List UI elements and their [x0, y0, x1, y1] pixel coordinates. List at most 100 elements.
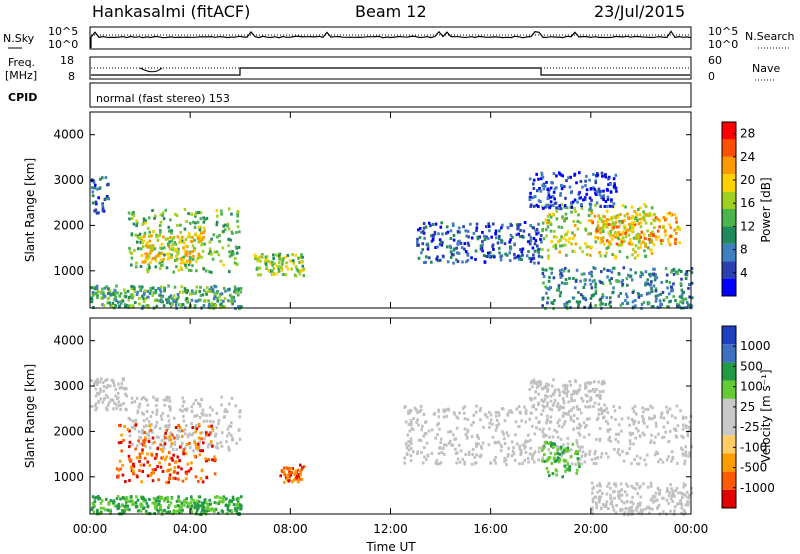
power-cell	[551, 195, 555, 198]
velocity-cell	[102, 397, 106, 401]
velocity-cell	[404, 442, 408, 446]
power-cell	[557, 171, 561, 175]
power-cell	[536, 244, 539, 248]
power-cell	[638, 213, 642, 216]
power-cell	[204, 299, 207, 302]
power-cell	[156, 253, 160, 257]
velocity-cell	[595, 503, 598, 507]
power-cell	[194, 221, 197, 225]
velocity-cell	[151, 436, 155, 440]
velocity-cell	[604, 503, 608, 507]
velocity-cell	[193, 501, 197, 505]
power-cell	[612, 286, 615, 290]
power-cell	[230, 300, 233, 304]
velocity-cell	[523, 405, 526, 409]
velocity-cell	[195, 446, 198, 450]
power-cell	[573, 198, 577, 202]
velocity-cell	[167, 505, 170, 509]
velocity-cell	[189, 467, 193, 471]
velocity-cell	[109, 511, 112, 515]
power-cell	[532, 237, 536, 240]
velocity-cell	[292, 478, 296, 482]
power-cell	[580, 207, 584, 210]
velocity-cell	[153, 425, 157, 429]
power-cell	[575, 181, 578, 185]
velocity-cell	[97, 400, 101, 404]
power-cell	[546, 204, 550, 208]
velocity-cell	[526, 440, 529, 443]
velocity-cell	[168, 405, 171, 409]
power-cell	[676, 272, 679, 276]
velocity-cell	[183, 503, 186, 507]
velocity-cell	[167, 414, 170, 418]
power-cell	[172, 299, 175, 303]
velocity-cell	[506, 413, 510, 417]
velocity-cell	[164, 457, 167, 461]
power-cell	[449, 237, 453, 240]
power-cell	[607, 177, 610, 181]
power-cell	[638, 217, 642, 221]
velocity-cell	[104, 508, 107, 512]
power-cell	[554, 244, 557, 248]
velocity-cell	[201, 408, 205, 412]
y-tick-label: 4000	[53, 128, 84, 142]
cpid-label: CPID	[8, 91, 37, 104]
velocity-colorbar-tick-label: -100	[740, 440, 767, 454]
velocity-cell	[549, 451, 553, 455]
velocity-cell	[626, 513, 630, 517]
power-cell	[539, 237, 542, 241]
velocity-cell	[202, 501, 206, 505]
power-cell	[265, 258, 269, 262]
velocity-cell	[547, 442, 551, 446]
velocity-cell	[497, 422, 501, 426]
velocity-cell	[556, 448, 560, 452]
power-cell	[577, 291, 580, 294]
power-cell	[281, 259, 284, 263]
velocity-cell	[461, 406, 465, 410]
velocity-cell	[666, 487, 669, 491]
power-cell	[169, 236, 172, 239]
power-cell	[202, 231, 205, 234]
velocity-cell	[574, 462, 577, 466]
velocity-cell	[190, 495, 193, 499]
velocity-cell	[488, 410, 491, 414]
velocity-cell	[189, 507, 193, 511]
velocity-cell	[430, 451, 434, 455]
velocity-cell	[584, 386, 587, 390]
power-cell	[655, 237, 658, 241]
power-cell	[603, 205, 607, 208]
velocity-cell	[200, 398, 203, 402]
velocity-cell	[166, 496, 169, 500]
power-cell	[541, 184, 544, 188]
velocity-cell	[635, 454, 639, 458]
power-panel-background	[90, 112, 691, 308]
velocity-cell	[581, 450, 585, 454]
power-cell	[476, 235, 480, 239]
power-cell	[108, 301, 111, 305]
velocity-cell	[94, 381, 97, 385]
power-cell	[440, 240, 443, 244]
power-cell	[292, 259, 295, 263]
velocity-cell	[151, 468, 155, 472]
time-x-axis-label: Time UT	[365, 540, 416, 554]
velocity-cell	[553, 390, 557, 394]
power-cell	[210, 270, 213, 274]
velocity-cell	[160, 447, 163, 451]
power-cell	[215, 223, 219, 227]
power-cell	[427, 221, 431, 225]
velocity-cell	[120, 449, 123, 453]
velocity-cell	[176, 437, 180, 440]
velocity-cell	[192, 402, 195, 406]
power-cell	[674, 237, 677, 241]
velocity-cell	[207, 424, 211, 428]
power-cell	[143, 260, 147, 264]
velocity-cell	[565, 391, 569, 395]
power-cell	[103, 294, 107, 298]
velocity-cell	[217, 418, 221, 422]
velocity-cell	[142, 463, 146, 467]
velocity-cell	[95, 383, 99, 386]
velocity-cell	[119, 467, 122, 471]
velocity-cell	[455, 461, 458, 465]
power-cell	[654, 287, 658, 291]
velocity-cell	[649, 441, 652, 444]
